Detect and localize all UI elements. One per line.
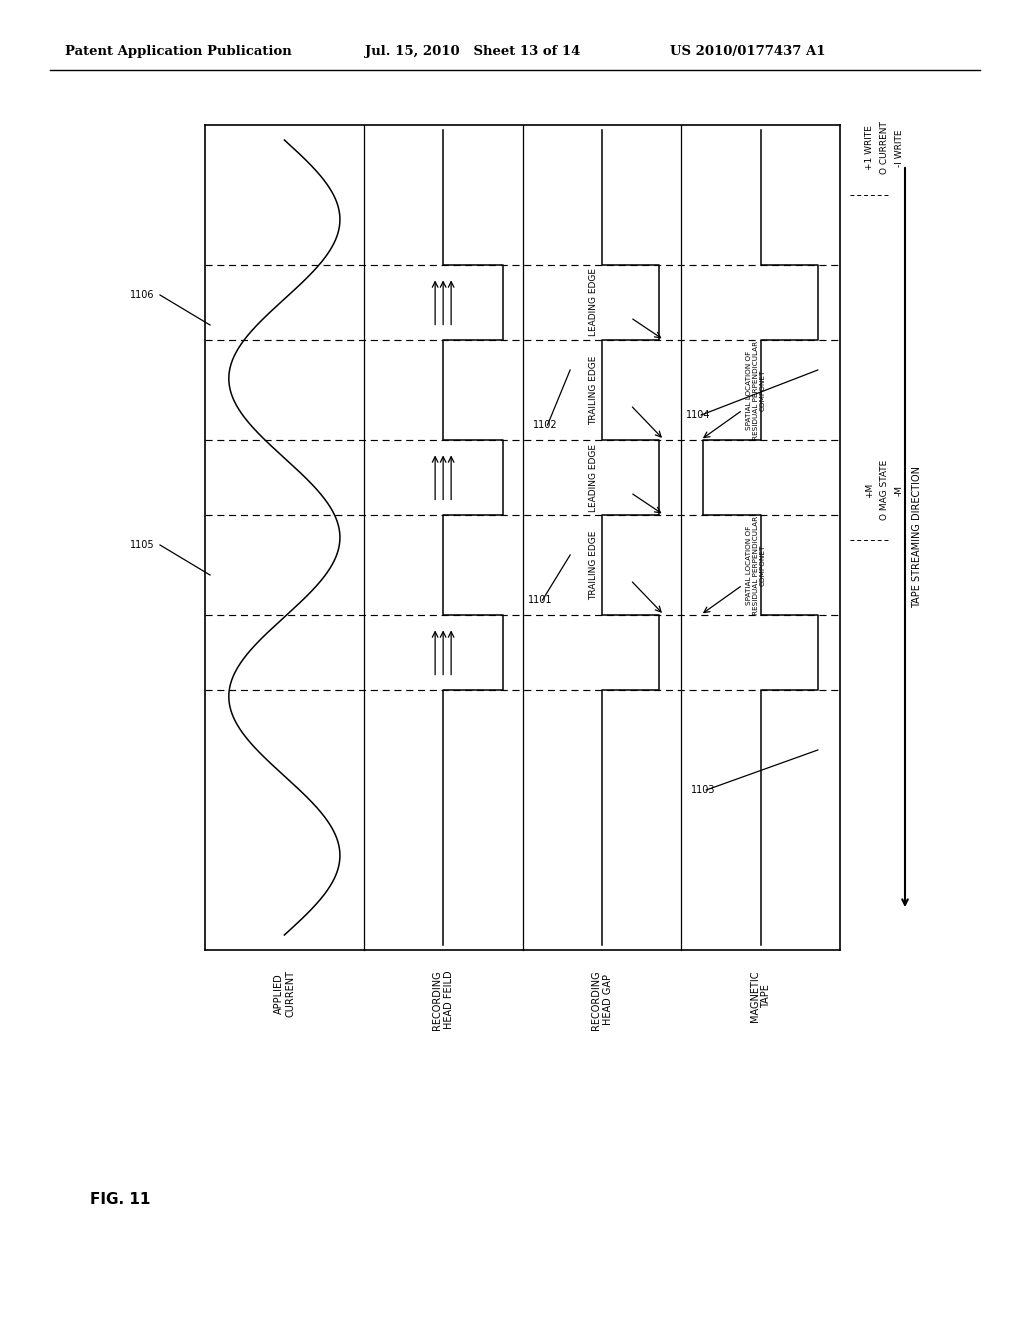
Text: 1104: 1104 bbox=[686, 411, 711, 420]
Text: 1102: 1102 bbox=[532, 420, 557, 430]
Text: -M: -M bbox=[895, 484, 904, 495]
Text: +1 WRITE: +1 WRITE bbox=[865, 125, 874, 170]
Text: 1105: 1105 bbox=[130, 540, 155, 550]
Text: +M: +M bbox=[865, 482, 874, 498]
Text: SPATIAL LOCATION OF
RESIDUAL PERPENDICULAR
COMPONET: SPATIAL LOCATION OF RESIDUAL PERPENDICUL… bbox=[745, 515, 766, 615]
Text: -I WRITE: -I WRITE bbox=[895, 129, 904, 166]
Text: SPATIAL LOCATION OF
RESIDUAL PERPENDICULAR
COMPONET: SPATIAL LOCATION OF RESIDUAL PERPENDICUL… bbox=[745, 341, 766, 440]
Text: TAPE STREAMING DIRECTION: TAPE STREAMING DIRECTION bbox=[912, 466, 922, 609]
Text: 1101: 1101 bbox=[527, 595, 552, 605]
Text: TRAILING EDGE: TRAILING EDGE bbox=[590, 531, 598, 599]
Text: US 2010/0177437 A1: US 2010/0177437 A1 bbox=[670, 45, 825, 58]
Text: 1103: 1103 bbox=[691, 785, 716, 795]
Text: O CURRENT: O CURRENT bbox=[880, 121, 889, 174]
Text: RECORDING
HEAD GAP: RECORDING HEAD GAP bbox=[591, 970, 612, 1030]
Text: LEADING EDGE: LEADING EDGE bbox=[590, 444, 598, 511]
Text: APPLIED
CURRENT: APPLIED CURRENT bbox=[273, 970, 295, 1016]
Text: Patent Application Publication: Patent Application Publication bbox=[65, 45, 292, 58]
Text: Jul. 15, 2010   Sheet 13 of 14: Jul. 15, 2010 Sheet 13 of 14 bbox=[365, 45, 581, 58]
Text: MAGNETIC
TAPE: MAGNETIC TAPE bbox=[750, 970, 771, 1022]
Text: 1106: 1106 bbox=[130, 290, 155, 300]
Text: FIG. 11: FIG. 11 bbox=[90, 1192, 151, 1208]
Text: RECORDING
HEAD FEILD: RECORDING HEAD FEILD bbox=[432, 970, 454, 1030]
Text: LEADING EDGE: LEADING EDGE bbox=[590, 268, 598, 337]
Text: TRAILING EDGE: TRAILING EDGE bbox=[590, 355, 598, 425]
Text: O MAG STATE: O MAG STATE bbox=[880, 459, 889, 520]
